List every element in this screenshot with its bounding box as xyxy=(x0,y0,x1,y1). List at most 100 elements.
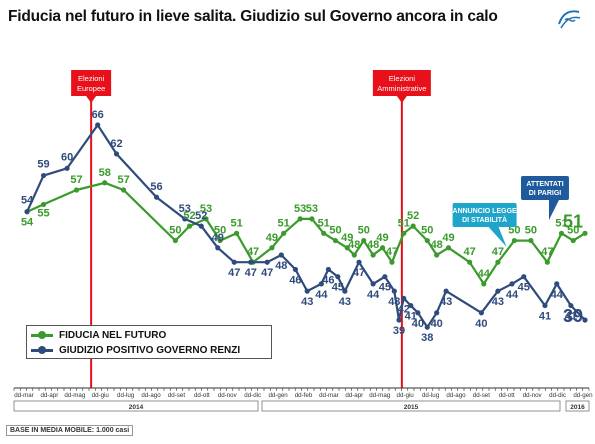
data-label-fiducia: 48 xyxy=(431,239,443,251)
chart-legend: FIDUCIA NEL FUTURO GIUDIZIO POSITIVO GOV… xyxy=(26,325,272,359)
data-label-renzi: 39 xyxy=(393,325,405,337)
x-tick-label: dd-nov xyxy=(218,392,238,399)
data-label-fiducia: 51 xyxy=(555,217,567,229)
data-label-fiducia: 57 xyxy=(117,174,129,186)
point-fiducia xyxy=(445,245,452,251)
point-renzi xyxy=(554,281,560,287)
x-tick-label: dd-ott xyxy=(499,392,515,399)
point-renzi xyxy=(231,259,237,265)
year-bracket xyxy=(261,400,561,412)
data-label-renzi: 40 xyxy=(431,318,443,330)
point-renzi xyxy=(64,165,70,171)
data-label-renzi: 42 xyxy=(398,303,410,315)
x-tick-label: dd-apr xyxy=(345,392,363,399)
point-fiducia xyxy=(570,237,576,244)
event-tag-0 xyxy=(71,70,112,96)
data-label-renzi: 43 xyxy=(492,296,504,308)
callout-box-1 xyxy=(520,176,569,200)
data-label-renzi: 49 xyxy=(212,232,224,244)
x-tick-label: dd-feb xyxy=(295,392,313,399)
point-renzi xyxy=(198,223,204,229)
point-fiducia xyxy=(73,187,80,193)
data-label-renzi: 46 xyxy=(289,274,301,286)
point-renzi xyxy=(424,324,430,330)
point-fiducia xyxy=(401,230,407,236)
callout-label-0: DI STABILITÀ xyxy=(462,215,507,224)
data-label-renzi: 56 xyxy=(150,181,162,193)
swirl-logo-icon xyxy=(558,10,581,29)
point-fiducia xyxy=(233,230,240,236)
point-renzi xyxy=(24,209,30,215)
data-label-fiducia: 53 xyxy=(200,203,212,215)
data-label-renzi: 47 xyxy=(261,267,273,279)
data-label-fiducia: 49 xyxy=(266,232,278,244)
x-tick-label: dd-giu xyxy=(92,392,110,399)
year-bracket xyxy=(13,400,259,412)
point-fiducia xyxy=(281,230,287,236)
point-renzi xyxy=(443,288,449,294)
data-label-renzi: 47 xyxy=(228,267,240,279)
x-tick-label: dd-giu xyxy=(397,392,415,399)
point-fiducia xyxy=(120,187,127,193)
point-fiducia xyxy=(102,180,108,186)
x-tick-label: dd-ago xyxy=(446,392,466,399)
point-fiducia xyxy=(40,201,47,208)
data-label-fiducia: 53 xyxy=(306,203,318,215)
point-renzi xyxy=(391,288,397,294)
point-fiducia xyxy=(361,237,367,244)
point-fiducia xyxy=(269,245,275,251)
data-label-renzi: 43 xyxy=(301,296,313,308)
data-label-renzi: 59 xyxy=(37,159,49,171)
point-renzi xyxy=(113,151,120,157)
data-label-renzi: 44 xyxy=(506,289,519,301)
data-label-renzi: 41 xyxy=(405,311,417,323)
point-fiducia xyxy=(297,216,303,222)
point-renzi xyxy=(415,310,421,316)
point-renzi xyxy=(95,122,101,128)
data-label-fiducia: 49 xyxy=(376,232,388,244)
x-tick-label: dd-gen xyxy=(268,392,288,399)
data-label-fiducia: 51 xyxy=(318,217,330,229)
data-label-fiducia: 52 xyxy=(183,210,195,222)
event-label-1: Amministrative xyxy=(377,84,426,93)
data-label-fiducia: 47 xyxy=(541,246,553,258)
data-label-fiducia: 58 xyxy=(99,167,111,179)
point-renzi xyxy=(215,245,221,251)
data-label-renzi: 47 xyxy=(245,267,257,279)
point-renzi xyxy=(568,302,574,309)
callout-pointer-0 xyxy=(488,227,507,247)
data-label-fiducia: 57 xyxy=(70,174,82,186)
point-renzi xyxy=(495,288,501,294)
point-renzi xyxy=(278,252,284,258)
year-label: 2014 xyxy=(129,404,144,411)
point-renzi xyxy=(335,274,341,280)
callout-label-0: ANNUNCIO LEGGE xyxy=(453,208,518,215)
point-renzi xyxy=(264,259,270,265)
point-renzi xyxy=(396,317,402,323)
x-tick-label: dd-mar xyxy=(319,392,339,399)
data-label-renzi: 52 xyxy=(195,210,207,222)
data-label-fiducia: 51 xyxy=(563,211,583,231)
point-fiducia xyxy=(186,223,193,229)
legend-label-renzi: GIUDIZIO POSITIVO GOVERNO RENZI xyxy=(59,344,241,356)
data-label-fiducia: 52 xyxy=(407,210,419,222)
legend-label-fiducia: FIDUCIA NEL FUTURO xyxy=(59,329,167,341)
data-label-renzi: 41 xyxy=(565,311,577,323)
data-label-fiducia: 48 xyxy=(348,239,360,251)
year-label: 2016 xyxy=(570,404,585,411)
point-renzi xyxy=(40,172,47,179)
x-tick-label: dd-dic xyxy=(244,392,261,399)
series-line-renzi xyxy=(26,123,586,329)
x-tick-label: dd-apr xyxy=(40,392,58,399)
data-label-renzi: 40 xyxy=(475,318,487,330)
callout-box-0 xyxy=(452,203,517,227)
data-label-fiducia: 50 xyxy=(421,225,433,237)
point-fiducia xyxy=(582,230,588,236)
point-fiducia xyxy=(410,223,416,229)
point-renzi xyxy=(292,266,299,273)
data-label-renzi: 43 xyxy=(388,296,400,308)
callout-pointer-1 xyxy=(548,200,559,220)
